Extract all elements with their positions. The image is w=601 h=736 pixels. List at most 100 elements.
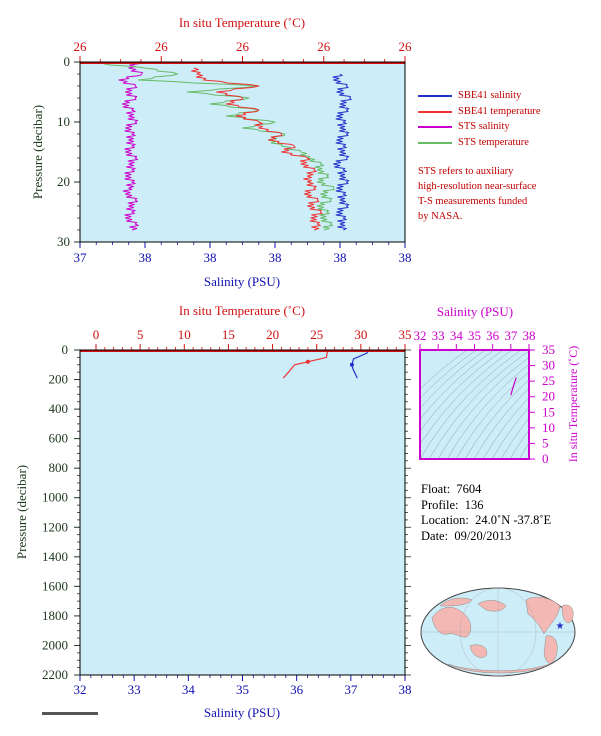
- full-profile-pressure-tick-label: 1400: [42, 549, 68, 564]
- ts-density-contour: [420, 350, 522, 459]
- full-profile-pressure-tick-label: 600: [49, 431, 69, 446]
- near-surface-salinity-label: Salinity (PSU): [204, 274, 280, 289]
- full-profile-temp-tick-label: 10: [178, 327, 191, 342]
- ts-sal-tick-label: 33: [432, 328, 445, 343]
- tiny-footer-mark: [42, 712, 98, 715]
- full-profile-frame: [79, 349, 406, 676]
- full-profile-salinity-marker: [349, 362, 354, 367]
- full-profile-sal-tick-label: 32: [74, 682, 87, 697]
- full-profile-top-axis-label: In situ Temperature (˚C): [179, 303, 305, 318]
- full-profile-series: [282, 350, 368, 379]
- near-surface-series-line: [118, 61, 143, 231]
- near-surface-pressure-tick-label: 30: [57, 234, 70, 249]
- full-profile-temp-tick-label: 5: [137, 327, 144, 342]
- ts-plot-area: [420, 350, 529, 459]
- full-profile-sal-tick-label: 37: [344, 682, 358, 697]
- ts-density-contour: [491, 406, 529, 459]
- ts-temp-tick-label: 10: [542, 420, 555, 435]
- full-profile-pressure-tick-label: 2000: [42, 637, 68, 652]
- full-profile-temp-tick-label: 20: [266, 327, 279, 342]
- ts-density-contour: [420, 350, 468, 390]
- full-profile-pressure-tick-label: 0: [62, 342, 69, 357]
- near-surface-series: [83, 61, 352, 231]
- date-value: 09/20/2013: [454, 528, 512, 543]
- legend-swatch: [418, 141, 452, 144]
- ts-sal-tick-label: 32: [414, 328, 427, 343]
- ts-density-contour: [473, 387, 529, 459]
- ts-density-contour: [446, 364, 529, 459]
- ts-temp-tick-label: 20: [542, 389, 555, 404]
- ts-density-contour: [527, 456, 529, 459]
- float-value: 7604: [456, 482, 482, 496]
- full-profile-bottom-ticks: 32 33 34 35 36 37 38: [74, 675, 412, 697]
- full-profile-pressure-tick-label: 800: [49, 460, 69, 475]
- legend-label: SBE41 temperature: [458, 105, 541, 117]
- world-map: ★: [420, 587, 576, 677]
- legend-label: STS temperature: [458, 136, 529, 148]
- ts-density-contour: [420, 350, 504, 432]
- full-profile-pressure-tick-label: 1000: [42, 490, 68, 505]
- near-surface-temp-tick-label: 26: [317, 39, 331, 54]
- legend-item: STS salinity: [418, 119, 541, 135]
- full-profile-pressure-tick-label: 200: [49, 372, 69, 387]
- ts-density-contour: [464, 379, 529, 459]
- full-profile-pressure-label: Pressure (decibar): [14, 465, 29, 559]
- note-line: T-S measurements funded: [418, 196, 528, 207]
- profile-row: Profile: 136: [421, 498, 551, 514]
- ts-temp-tick-label: 5: [542, 435, 549, 450]
- ts-series: [510, 377, 517, 396]
- full-profile-sal-tick-label: 33: [128, 682, 141, 697]
- near-surface-series-line: [191, 67, 323, 231]
- near-surface-bottom-ticks: 37 38 38 38 38 38: [74, 242, 412, 265]
- legend-item: SBE41 salinity: [418, 88, 541, 104]
- near-surface-sal-tick-label: 38: [399, 250, 412, 265]
- ts-density-contour: [455, 371, 529, 459]
- legend-label: SBE41 salinity: [458, 90, 522, 101]
- near-surface-panel: In situ Temperature (˚C) 26 26 26 26 26 37 38…: [30, 15, 412, 289]
- sts-note: STS refers to auxiliary high-resolution …: [418, 164, 598, 224]
- location-label: Location:: [421, 513, 469, 527]
- map-continents: [431, 596, 574, 674]
- ts-density-contour: [518, 442, 529, 459]
- note-line: by NASA.: [418, 211, 463, 222]
- full-profile-pressure-tick-label: 1200: [42, 519, 68, 534]
- note-line: STS refers to auxiliary: [418, 166, 514, 177]
- near-surface-sal-tick-label: 37: [74, 250, 88, 265]
- ts-density-contour: [420, 350, 486, 409]
- full-profile-pressure-tick-label: 1800: [42, 608, 68, 623]
- ts-temp-tick-label: 15: [542, 404, 555, 419]
- full-profile-sal-tick-label: 36: [290, 682, 304, 697]
- full-profile-temp-tick-label: 30: [354, 327, 367, 342]
- ts-right-axis-label: In situ Temperature (˚C): [566, 346, 580, 463]
- ts-temp-tick-label: 25: [542, 373, 555, 388]
- ts-density-contour: [500, 417, 529, 459]
- near-surface-pressure-tick-label: 10: [57, 114, 70, 129]
- near-surface-sal-tick-label: 38: [204, 250, 217, 265]
- full-profile-sal-tick-label: 34: [182, 682, 196, 697]
- profile-label: Profile:: [421, 497, 459, 512]
- full-profile-pressure-tick-label: 400: [49, 401, 69, 416]
- near-surface-temp-tick-label: 26: [236, 39, 250, 54]
- ts-sal-tick-label: 34: [450, 328, 464, 343]
- full-profile-temperature-marker: [305, 359, 310, 364]
- near-surface-pressure-tick-label: 20: [57, 174, 70, 189]
- near-surface-pressure-tick-label: 0: [64, 54, 71, 69]
- date-row: Date: 09/20/2013: [421, 529, 551, 545]
- legend-label: STS salinity: [458, 121, 510, 132]
- near-surface-sal-tick-label: 38: [334, 250, 347, 265]
- float-label: Float:: [421, 482, 451, 496]
- near-surface-pressure-ticks: 0 10 20 30: [57, 54, 80, 249]
- full-profile-temp-tick-label: 25: [310, 327, 323, 342]
- full-profile-temp-tick-label: 15: [222, 327, 235, 342]
- full-profile-pressure-tick-label: 1600: [42, 578, 68, 593]
- ts-density-contour: [509, 429, 529, 459]
- ts-temp-tick-label: 0: [542, 451, 549, 466]
- full-profile-temp-tick-label: 0: [93, 327, 100, 342]
- near-surface-sal-tick-label: 38: [269, 250, 282, 265]
- location-row: Location: 24.0˚N -37.8˚E: [421, 513, 551, 529]
- legend: SBE41 salinity SBE41 temperature STS sal…: [418, 88, 541, 150]
- near-surface-temp-tick-label: 26: [399, 39, 413, 54]
- ts-sal-tick-label: 36: [486, 328, 500, 343]
